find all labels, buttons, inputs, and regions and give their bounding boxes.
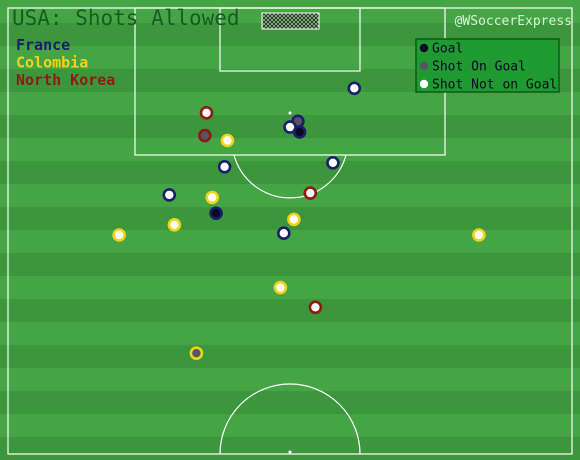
- shot-marker: [112, 228, 126, 242]
- pitch-stripe: [0, 368, 580, 391]
- shot-marker: [198, 128, 212, 143]
- shot-marker: [209, 206, 223, 220]
- pitch-stripe: [0, 138, 580, 161]
- legend-box: [415, 38, 560, 93]
- shot-marker: [273, 280, 288, 295]
- shot-marker: [167, 218, 182, 232]
- shot-marker: [220, 133, 235, 148]
- result-legend: Goal Shot On Goal Shot Not on Goal: [415, 38, 560, 93]
- legend-item-label: Goal: [432, 42, 463, 57]
- shot-marker: [199, 106, 214, 120]
- penalty-arc: [233, 154, 347, 199]
- shot-marker: [205, 190, 219, 205]
- credit-label: @WSoccerExpress: [455, 14, 572, 29]
- shot-marker: [326, 156, 340, 170]
- legend-marker: [419, 43, 429, 53]
- shot-marker: [287, 212, 301, 227]
- shot-marker: [347, 81, 362, 96]
- pitch-stripe: [0, 345, 580, 368]
- shot-marker: [292, 125, 307, 139]
- pitch-stripe: [0, 414, 580, 437]
- center-spot: [288, 450, 292, 454]
- pitch-stripe: [0, 391, 580, 414]
- pitch-stripe: [0, 230, 580, 253]
- goal-net-icon: [261, 12, 320, 30]
- pitch-stripe: [0, 299, 580, 322]
- legend-item-label: Shot Not on Goal: [432, 78, 557, 93]
- legend-marker: [419, 61, 429, 71]
- center-circle-arc: [219, 383, 361, 455]
- team-legend-north-korea: North Korea: [16, 71, 115, 89]
- six-yard-box: [219, 7, 361, 72]
- shots-layer: [112, 81, 486, 361]
- pitch-stripe: [0, 253, 580, 276]
- shot-marker: [303, 186, 318, 200]
- team-legend-colombia: Colombia: [16, 54, 88, 72]
- shot-marker: [217, 160, 232, 174]
- shot-marker: [162, 188, 177, 202]
- pitch-stripe: [0, 322, 580, 345]
- penalty-spot: [288, 111, 292, 115]
- legend-item-label: Shot On Goal: [432, 60, 526, 75]
- shot-marker: [189, 346, 204, 361]
- shot-marker: [276, 226, 291, 240]
- shot-marker: [308, 300, 323, 315]
- shot-marker: [472, 228, 486, 242]
- pitch-stripe: [0, 0, 580, 23]
- team-legend-france: France: [16, 36, 70, 54]
- pitch-stripe: [0, 92, 580, 115]
- pitch-stripe: [0, 437, 580, 460]
- chart-title: USA: Shots Allowed: [12, 6, 240, 30]
- legend-marker: [419, 79, 429, 89]
- pitch-stripe: [0, 161, 580, 184]
- pitch-stripe: [0, 276, 580, 299]
- pitch-stripe: [0, 184, 580, 207]
